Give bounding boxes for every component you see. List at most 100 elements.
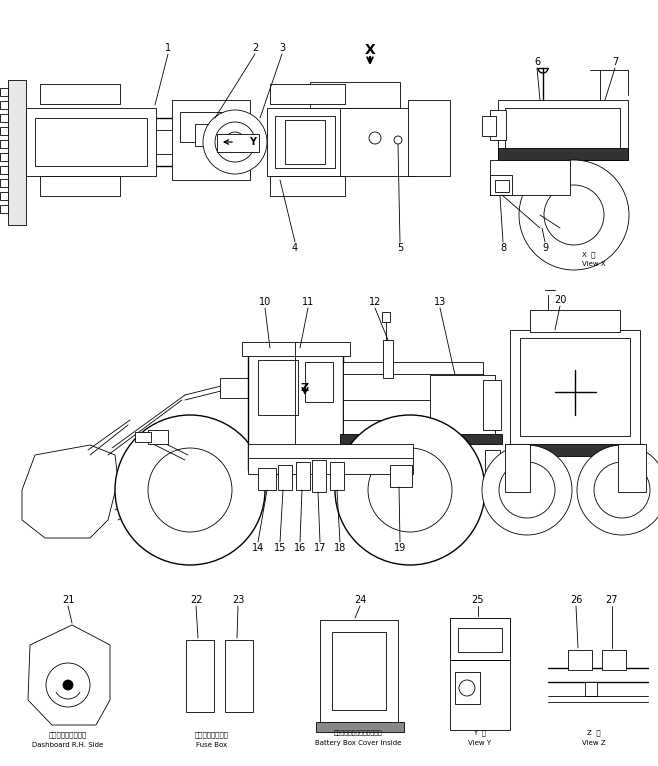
Bar [278, 465, 292, 490]
Bar [270, 84, 345, 104]
Text: 24: 24 [354, 595, 367, 605]
Bar [483, 380, 501, 430]
Bar [455, 672, 480, 704]
Bar [0, 127, 8, 135]
Circle shape [63, 680, 73, 690]
Bar [195, 124, 213, 146]
Text: ヒューズボックス: ヒューズボックス [195, 732, 229, 738]
Bar [520, 338, 630, 436]
Bar [383, 340, 393, 378]
Bar [186, 640, 214, 712]
Text: 11: 11 [302, 297, 314, 307]
Bar [430, 375, 495, 435]
Circle shape [519, 160, 629, 270]
Circle shape [369, 132, 381, 144]
Text: 22: 22 [190, 595, 202, 605]
Bar [490, 160, 570, 195]
Bar [0, 179, 8, 187]
Bar [568, 650, 592, 670]
Bar [498, 148, 628, 160]
Circle shape [499, 462, 555, 518]
Bar [332, 632, 386, 710]
Bar [485, 450, 500, 485]
Text: Z: Z [301, 383, 309, 393]
Bar [26, 108, 156, 176]
Text: View Z: View Z [582, 740, 606, 746]
Bar [285, 120, 325, 164]
Bar [0, 114, 8, 122]
Circle shape [335, 415, 485, 565]
Circle shape [577, 445, 658, 535]
Text: 12: 12 [369, 297, 381, 307]
Bar [390, 465, 412, 487]
Bar [0, 153, 8, 161]
Text: 8: 8 [500, 243, 506, 253]
Text: Dashboard R.H. Side: Dashboard R.H. Side [32, 742, 103, 748]
Text: 16: 16 [294, 543, 306, 553]
Text: バッテリボックスカバー内側: バッテリボックスカバー内側 [334, 730, 382, 736]
Text: 13: 13 [434, 297, 446, 307]
Bar [225, 640, 253, 712]
Bar [450, 618, 510, 660]
Text: X: X [365, 43, 375, 57]
Circle shape [225, 132, 245, 152]
Circle shape [394, 136, 402, 144]
Text: 7: 7 [612, 57, 618, 67]
Bar [312, 460, 326, 492]
Bar [8, 80, 26, 225]
Bar [382, 312, 390, 322]
Bar [505, 108, 620, 153]
Bar [310, 82, 400, 108]
Bar [498, 100, 628, 160]
Text: 10: 10 [259, 297, 271, 307]
Bar [510, 330, 640, 445]
Polygon shape [28, 625, 110, 725]
Bar [330, 462, 344, 490]
Bar [270, 176, 345, 196]
Bar [618, 444, 646, 492]
Bar [135, 432, 151, 442]
Circle shape [203, 110, 267, 174]
Text: 6: 6 [534, 57, 540, 67]
Bar [316, 722, 404, 732]
Text: 4: 4 [292, 243, 298, 253]
Bar [505, 444, 645, 456]
Bar [275, 116, 335, 168]
Text: Battery Box Cover Inside: Battery Box Cover Inside [315, 740, 401, 746]
Bar [505, 444, 530, 492]
Text: 9: 9 [542, 243, 548, 253]
Circle shape [368, 448, 452, 532]
Text: 26: 26 [570, 595, 582, 605]
Bar [490, 110, 506, 140]
Bar [490, 175, 512, 195]
Bar [530, 310, 620, 332]
Bar [343, 362, 483, 374]
Text: 18: 18 [334, 543, 346, 553]
Text: 20: 20 [554, 295, 566, 305]
Bar [242, 342, 350, 356]
Circle shape [459, 680, 475, 696]
Circle shape [594, 462, 650, 518]
Text: Fuse Box: Fuse Box [197, 742, 228, 748]
Bar [585, 682, 597, 696]
Bar [305, 362, 333, 402]
Text: Y  視: Y 視 [474, 730, 486, 736]
Text: 21: 21 [62, 595, 74, 605]
Bar [408, 100, 450, 176]
Circle shape [482, 445, 572, 535]
Bar [296, 462, 310, 490]
Text: X  視: X 視 [582, 252, 595, 258]
Text: 15: 15 [274, 543, 286, 553]
Bar [340, 434, 502, 444]
Text: Z  視: Z 視 [587, 730, 601, 736]
Bar [258, 468, 276, 490]
Bar [458, 628, 502, 652]
Bar [415, 116, 443, 166]
Bar [180, 112, 240, 142]
Bar [172, 100, 250, 180]
Circle shape [544, 185, 604, 245]
Bar [35, 118, 147, 166]
Bar [40, 84, 120, 104]
Circle shape [148, 448, 232, 532]
Text: 27: 27 [606, 595, 619, 605]
